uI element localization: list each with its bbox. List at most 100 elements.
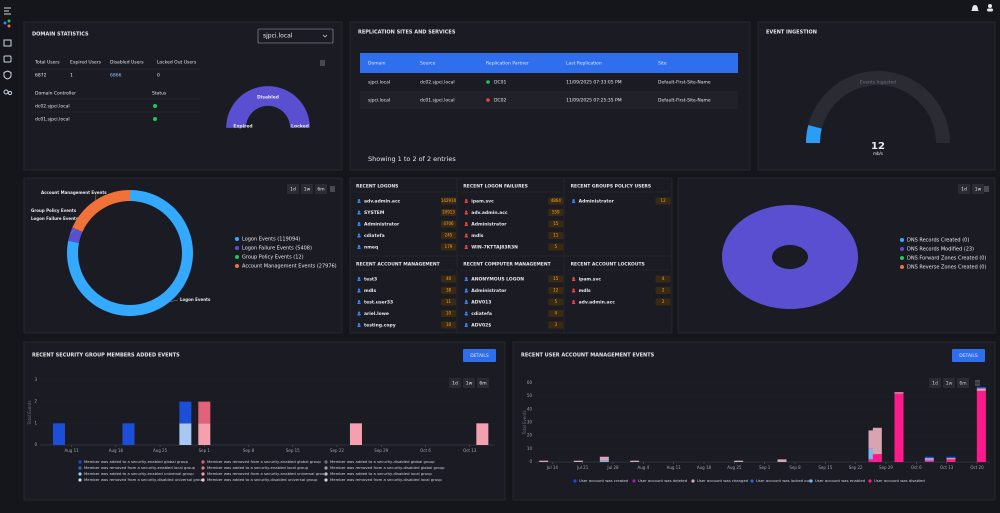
- profile-icon[interactable]: [988, 4, 992, 8]
- user-icon-body: [357, 235, 361, 238]
- legend-label: Member was added to a security-disabled …: [207, 477, 318, 482]
- range-button-label: 1w: [466, 381, 473, 387]
- legend-label: Member was added to a security-disabled …: [330, 459, 435, 464]
- stat-header: Locked Out Users: [157, 60, 197, 66]
- folder-icon[interactable]: [3, 55, 12, 63]
- bar-segment: [946, 459, 956, 462]
- legend-marker: [868, 479, 872, 483]
- user-icon: [357, 233, 361, 236]
- legend-marker: [201, 478, 205, 482]
- menu-icon[interactable]: [4, 7, 11, 15]
- table-header: Replication Partner: [486, 61, 529, 67]
- count-value: 10: [446, 311, 452, 316]
- chart-menu[interactable]: [320, 60, 325, 66]
- legend-label: User account was created: [579, 478, 629, 483]
- gauge-value: 12: [871, 141, 885, 152]
- callout-label: Logon Failure Events: [31, 216, 79, 221]
- count-badge: [548, 197, 564, 205]
- panel-title: RECENT SECURITY GROUP MEMBERS ADDED EVEN…: [32, 353, 180, 359]
- range-button[interactable]: [958, 184, 970, 194]
- range-button[interactable]: [449, 378, 461, 388]
- details-button[interactable]: [463, 349, 496, 362]
- panel-title: RECENT LOGONS: [356, 184, 398, 190]
- range-button[interactable]: [301, 184, 313, 194]
- table-header: Site: [658, 61, 667, 67]
- logo-icon[interactable]: [3, 21, 7, 25]
- user-icon: [572, 300, 575, 303]
- user-name: nmeq: [364, 246, 378, 251]
- bar-segment: [924, 460, 934, 462]
- x-tick-label: Aug 25: [153, 448, 168, 453]
- user-name: ADV02$: [471, 323, 491, 329]
- details-button[interactable]: [952, 349, 985, 362]
- count-badge: [548, 232, 564, 239]
- bar-segment: [924, 458, 934, 460]
- dashboard-icon[interactable]: [3, 39, 12, 47]
- users-icon-part: [7, 90, 13, 96]
- users-icon[interactable]: [3, 89, 9, 95]
- user-name: ipam.svc: [579, 277, 602, 283]
- legend-marker: [235, 237, 239, 241]
- user-icon: [465, 277, 468, 280]
- callout-label: Account Management Events: [41, 190, 107, 195]
- legend-marker: [324, 478, 328, 482]
- table-cell: Default-First-Site-Name: [658, 98, 711, 104]
- range-button-label: 1d: [932, 381, 938, 387]
- table-header: Last Replication: [566, 61, 602, 67]
- legend-label: DNS Reverse Zones Created (0): [907, 265, 986, 271]
- shield-icon[interactable]: [3, 70, 12, 80]
- user-icon: [465, 222, 468, 225]
- status-dot: [486, 98, 490, 102]
- legend-marker: [78, 460, 82, 464]
- legend-label: User account was changed: [697, 478, 749, 483]
- count-value: 2: [662, 299, 665, 304]
- domain-dropdown[interactable]: [257, 28, 334, 44]
- user-icon-body: [357, 201, 361, 203]
- count-value: 12: [553, 288, 559, 293]
- range-button-label: 6m: [317, 187, 324, 193]
- legend-label: Logon Events (119094): [242, 237, 300, 243]
- x-tick-label: Oct 13: [940, 465, 954, 470]
- legend-label: Member was added to a security-disabled …: [330, 471, 432, 476]
- user-name: SYSTEM: [364, 210, 385, 216]
- table-header: Source: [420, 61, 436, 67]
- legend-marker: [900, 238, 904, 242]
- range-button[interactable]: [315, 184, 327, 194]
- range-button[interactable]: [287, 184, 299, 194]
- chart-menu[interactable]: [984, 186, 989, 192]
- user-icon-body: [571, 279, 576, 281]
- count-value: 10913: [442, 210, 455, 215]
- legend-label: User account was deleted: [638, 478, 688, 483]
- y-tick-label: 10: [527, 446, 533, 451]
- chart-menu[interactable]: [330, 186, 335, 192]
- bar-segment: [872, 427, 882, 455]
- user-icon: [572, 277, 575, 280]
- gauge-label: Locked: [291, 124, 309, 130]
- user-icon: [357, 210, 361, 213]
- legend-marker: [750, 479, 754, 483]
- count-badge: [441, 243, 456, 251]
- count-value: 3: [555, 322, 558, 327]
- range-button[interactable]: [477, 378, 489, 388]
- gauge-label: Expired: [233, 124, 252, 130]
- y-axis-label: Total Events: [27, 400, 32, 425]
- table-cell: sjpci.local: [368, 80, 390, 86]
- count-badge: [441, 310, 456, 317]
- bar-segment: [52, 423, 65, 445]
- legend-label: Member was removed from a security-disab…: [84, 477, 205, 482]
- bar-segment: [198, 401, 211, 424]
- range-button-label: 6m: [959, 381, 966, 387]
- user-icon: [465, 323, 468, 326]
- range-button[interactable]: [463, 378, 475, 388]
- user-name: WIN-7KTTAJ83R3N: [471, 245, 518, 251]
- table-cell: 11/09/2025 07:25:35 PM: [566, 98, 622, 104]
- user-icon: [465, 199, 468, 202]
- panel-title: REPLICATION SITES AND SERVICES: [358, 30, 456, 36]
- gauge-label: Events Ingested: [860, 80, 896, 86]
- notifications-icon[interactable]: [971, 5, 979, 11]
- x-tick-label: Sep 22: [849, 465, 863, 470]
- user-icon-body: [357, 290, 361, 293]
- legend-marker: [201, 466, 205, 470]
- range-button[interactable]: [972, 184, 984, 194]
